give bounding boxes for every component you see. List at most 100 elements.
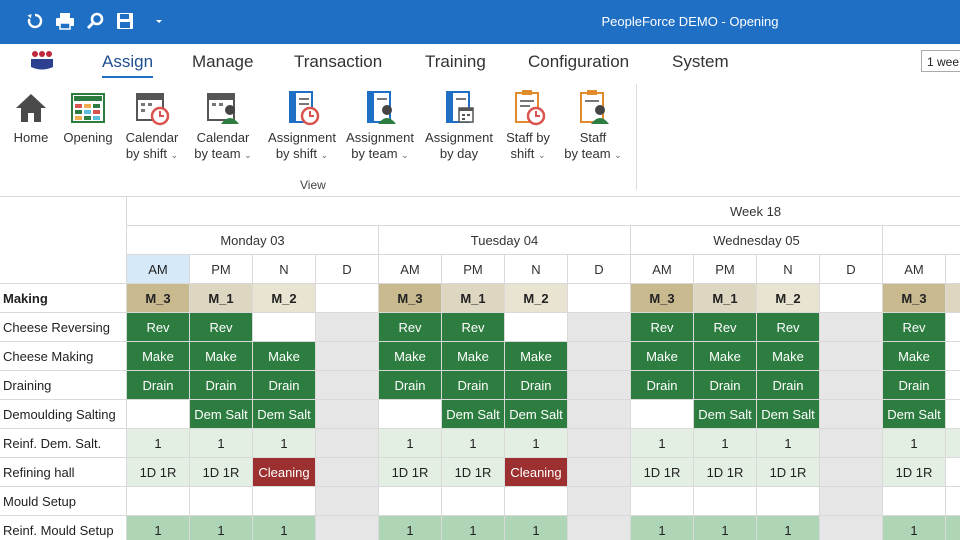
calendar-by-team-button[interactable]: Calendar by team ⌄ [190,88,256,163]
schedule-cell[interactable] [316,313,379,342]
schedule-cell[interactable]: 1D 1R [442,458,505,487]
schedule-cell[interactable]: 1 [694,516,757,540]
schedule-cell[interactable]: Drain [127,371,190,400]
schedule-cell[interactable] [127,400,190,429]
shift-header[interactable]: N [757,255,820,284]
schedule-cell[interactable]: Drain [505,371,568,400]
schedule-cell[interactable] [568,400,631,429]
shift-header[interactable]: N [253,255,316,284]
schedule-cell[interactable] [505,313,568,342]
schedule-cell[interactable]: Drain [757,371,820,400]
schedule-cell[interactable] [631,400,694,429]
schedule-cell[interactable]: Make [253,342,316,371]
schedule-cell[interactable]: Make [127,342,190,371]
shift-header[interactable]: AM [883,255,946,284]
schedule-cell[interactable]: 1 [757,429,820,458]
schedule-cell[interactable]: Dem Salt [442,400,505,429]
tab-training[interactable]: Training [425,52,486,71]
schedule-cell[interactable] [316,516,379,540]
schedule-cell[interactable] [820,429,883,458]
schedule-cell[interactable]: Rev [694,313,757,342]
schedule-cell[interactable]: Dem Salt [694,400,757,429]
schedule-cell[interactable]: 1 [757,516,820,540]
schedule-cell[interactable] [316,458,379,487]
schedule-cell[interactable]: Make [631,342,694,371]
schedule-cell[interactable]: 1D 1R [190,458,253,487]
schedule-cell[interactable]: Dem Salt [253,400,316,429]
schedule-cell[interactable] [946,400,960,429]
schedule-cell[interactable]: Drain [190,371,253,400]
schedule-cell[interactable]: 1D 1R [631,458,694,487]
schedule-cell[interactable]: 1 [505,429,568,458]
shift-header[interactable]: PM [946,255,960,284]
week-range-select[interactable]: 1 wee [921,50,960,72]
schedule-cell[interactable] [946,429,960,458]
calendar-by-shift-button[interactable]: Calendar by shift ⌄ [120,88,184,163]
schedule-cell[interactable]: Rev [127,313,190,342]
shift-header[interactable]: D [820,255,883,284]
schedule-cell[interactable]: 1 [127,516,190,540]
schedule-cell[interactable] [568,458,631,487]
schedule-cell[interactable]: Drain [694,371,757,400]
schedule-cell[interactable] [631,487,694,516]
schedule-cell[interactable] [568,313,631,342]
schedule-cell[interactable]: 1 [190,429,253,458]
schedule-cell[interactable]: Drain [631,371,694,400]
schedule-cell[interactable] [253,313,316,342]
schedule-cell[interactable] [694,487,757,516]
schedule-cell[interactable] [568,487,631,516]
schedule-cell[interactable]: 1 [442,429,505,458]
tab-manage[interactable]: Manage [192,52,254,71]
search-icon[interactable] [84,10,106,32]
schedule-cell[interactable] [253,487,316,516]
schedule-cell[interactable]: Cleaning [505,458,568,487]
schedule-cell[interactable]: Rev [757,313,820,342]
schedule-cell[interactable]: Make [694,342,757,371]
shift-header[interactable]: AM [379,255,442,284]
schedule-cell[interactable] [379,487,442,516]
schedule-cell[interactable]: 1 [127,429,190,458]
schedule-cell[interactable]: 1 [631,429,694,458]
opening-button[interactable]: Opening [60,88,116,146]
assignment-by-team-button[interactable]: Assignment by team ⌄ [344,88,416,163]
schedule-cell[interactable]: 1 [253,516,316,540]
schedule-cell[interactable] [883,487,946,516]
schedule-cell[interactable]: Make [505,342,568,371]
schedule-cell[interactable] [946,313,960,342]
schedule-cell[interactable]: Rev [442,313,505,342]
schedule-cell[interactable] [820,342,883,371]
schedule-cell[interactable] [946,487,960,516]
schedule-cell[interactable] [316,429,379,458]
schedule-cell[interactable] [442,487,505,516]
schedule-cell[interactable]: Make [442,342,505,371]
schedule-cell[interactable] [379,400,442,429]
schedule-cell[interactable] [820,458,883,487]
shift-header[interactable]: PM [694,255,757,284]
schedule-cell[interactable]: 1D 1R [694,458,757,487]
schedule-cell[interactable]: Drain [442,371,505,400]
schedule-cell[interactable] [757,487,820,516]
schedule-cell[interactable]: Make [379,342,442,371]
schedule-cell[interactable] [316,400,379,429]
schedule-cell[interactable]: 1 [442,516,505,540]
schedule-cell[interactable]: Dem Salt [883,400,946,429]
tab-transaction[interactable]: Transaction [294,52,383,71]
refresh-icon[interactable] [24,10,46,32]
save-icon[interactable] [114,10,136,32]
shift-header[interactable]: D [568,255,631,284]
schedule-cell[interactable]: 1D 1R [757,458,820,487]
schedule-cell[interactable] [190,487,253,516]
tab-assign[interactable]: Assign [102,52,154,78]
schedule-cell[interactable]: 1 [694,429,757,458]
home-button[interactable]: Home [10,88,52,146]
schedule-cell[interactable]: Rev [190,313,253,342]
schedule-cell[interactable] [505,487,568,516]
schedule-cell[interactable] [946,342,960,371]
schedule-cell[interactable] [568,342,631,371]
schedule-cell[interactable]: Rev [379,313,442,342]
shift-header[interactable]: AM [631,255,694,284]
schedule-cell[interactable] [568,371,631,400]
print-icon[interactable] [54,10,76,32]
schedule-cell[interactable]: Make [757,342,820,371]
tab-configuration[interactable]: Configuration [528,52,630,71]
